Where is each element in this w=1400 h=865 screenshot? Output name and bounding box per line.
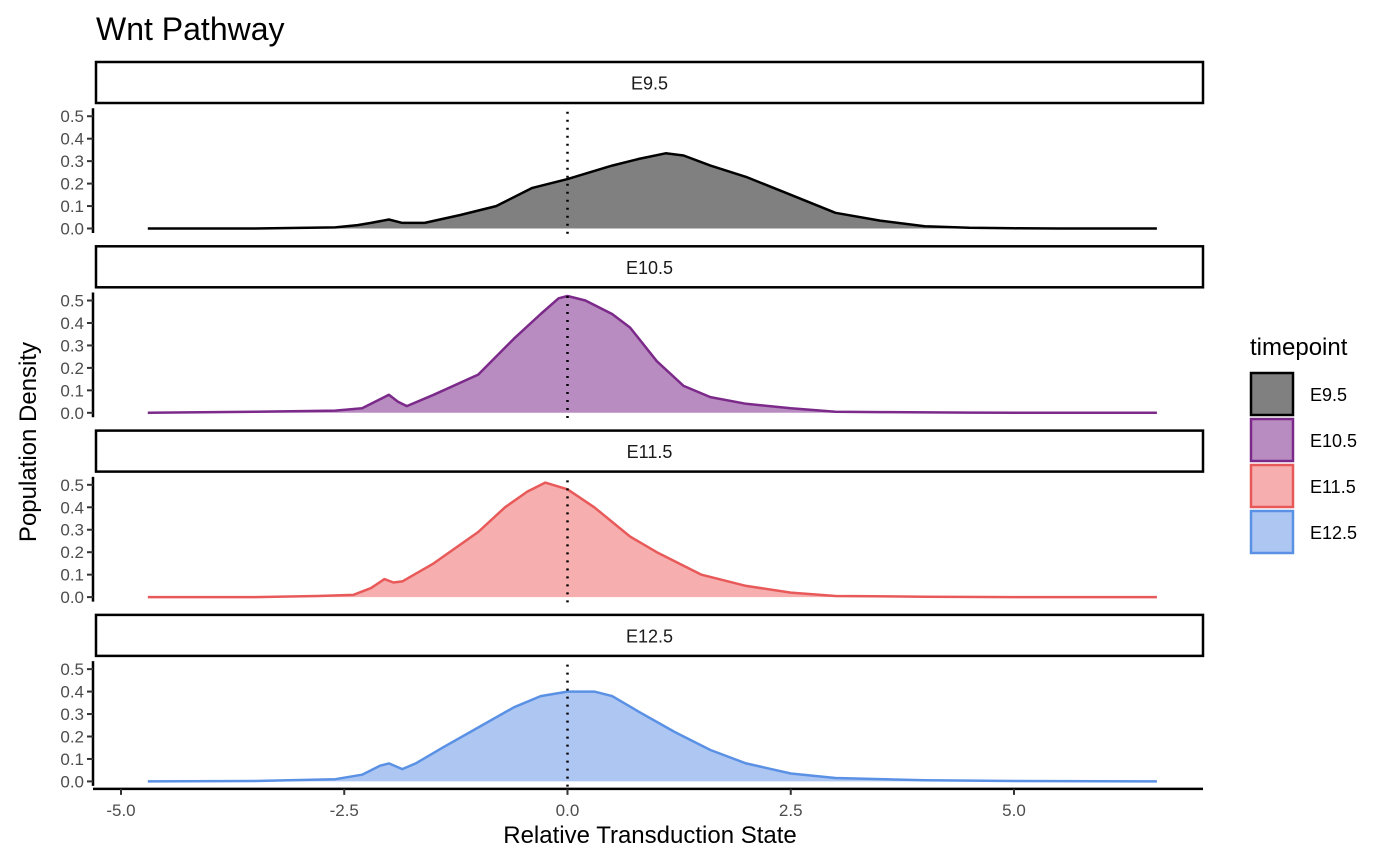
y-tick-label: 0.0 (60, 220, 84, 239)
facet-strip-label: E10.5 (626, 258, 673, 278)
y-tick-label: 0.5 (60, 292, 84, 311)
facet-panels: E9.5 0.0 0.1 0.2 0.3 0.4 0.5 E10.5 0.0 0.1 0.2 0.3 0… (60, 60, 1205, 791)
y-tick-label: 0.4 (60, 314, 84, 333)
density-line (147, 481, 1157, 599)
y-tick-label: 0.2 (60, 175, 84, 194)
legend-label: E10.5 (1310, 431, 1357, 451)
facet-strip-label: E9.5 (631, 74, 668, 94)
facet-strip (94, 613, 1205, 658)
y-tick-label: 0.0 (60, 404, 84, 423)
y-axis-title: Population Density (15, 342, 42, 542)
facet-panel: E11.5 0.0 0.1 0.2 0.3 0.4 0.5 (60, 429, 1205, 607)
legend-label: E11.5 (1310, 477, 1356, 497)
x-tick-label: -2.5 (330, 801, 359, 820)
y-tick-label: 0.4 (60, 683, 84, 702)
y-tick-label: 0.1 (60, 197, 84, 216)
legend-swatch (1249, 509, 1295, 555)
density-area (147, 153, 1157, 229)
density-area (147, 482, 1157, 598)
legend-swatch (1249, 371, 1295, 417)
facet-strip-label: E12.5 (626, 626, 673, 646)
density-line (147, 294, 1157, 415)
density-area (147, 296, 1157, 413)
y-tick-label: 0.3 (60, 152, 84, 171)
density-area (147, 691, 1157, 782)
y-tick-label: 0.0 (60, 588, 84, 607)
y-tick-label: 0.5 (60, 660, 84, 679)
y-tick-label: 0.5 (60, 107, 84, 126)
legend-swatch (1249, 463, 1295, 509)
y-tick-label: 0.3 (60, 521, 84, 540)
density-line (147, 690, 1157, 783)
y-tick-label: 0.1 (60, 750, 84, 769)
x-tick-label: -5.0 (106, 801, 135, 820)
chart-title: Wnt Pathway (96, 11, 285, 47)
y-tick-label: 0.4 (60, 498, 84, 517)
legend-swatch (1249, 417, 1295, 463)
y-tick-label: 0.5 (60, 476, 84, 495)
x-tick-label: 5.0 (1002, 801, 1026, 820)
legend-label: E9.5 (1310, 385, 1347, 405)
y-tick-label: 0.2 (60, 727, 84, 746)
x-tick-label: 0.0 (556, 801, 580, 820)
facet-panel: E12.5 0.0 0.1 0.2 0.3 0.4 0.5 (60, 613, 1205, 791)
x-axis-title: Relative Transduction State (503, 822, 797, 849)
y-tick-label: 0.1 (60, 566, 84, 585)
y-tick-label: 0.4 (60, 130, 84, 149)
legend-label: E12.5 (1310, 523, 1357, 543)
facet-strip (94, 245, 1205, 289)
density-line (147, 152, 1157, 230)
y-tick-label: 0.2 (60, 543, 84, 562)
x-axis: -5.0 -2.5 0.0 2.5 5.0 (93, 787, 1203, 820)
y-tick-label: 0.0 (60, 772, 84, 791)
legend-title: timepoint (1250, 334, 1348, 361)
facet-strip (94, 60, 1205, 105)
facet-strip-label: E11.5 (627, 442, 673, 462)
facet-panel: E10.5 0.0 0.1 0.2 0.3 0.4 0.5 (60, 245, 1205, 423)
y-tick-label: 0.3 (60, 336, 84, 355)
y-tick-label: 0.2 (60, 359, 84, 378)
x-tick-label: 2.5 (779, 801, 803, 820)
y-tick-label: 0.3 (60, 705, 84, 724)
y-tick-label: 0.1 (60, 381, 84, 400)
facet-panel: E9.5 0.0 0.1 0.2 0.3 0.4 0.5 (60, 60, 1205, 239)
legend: timepoint E9.5 E10.5 E11.5 E12.5 (1249, 334, 1357, 555)
facet-strip (94, 429, 1205, 473)
